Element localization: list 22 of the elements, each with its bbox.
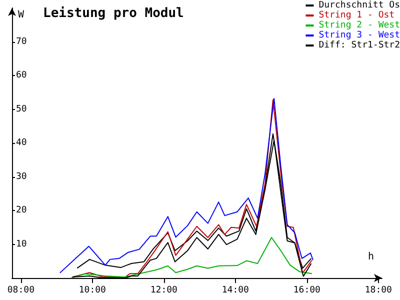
x-tick-label: 16:00 (293, 286, 320, 296)
y-tick-label: 40 (16, 138, 27, 148)
legend-label: Durchschnitt Os (318, 0, 400, 10)
x-tick-label: 18:00 (364, 286, 392, 296)
y-tick-label: 50 (16, 104, 27, 114)
x-axis-title: h (368, 252, 374, 262)
y-tick-label: 70 (16, 36, 27, 47)
y-tick-label: 30 (16, 172, 27, 182)
legend-label: String 1 - Ost (318, 10, 395, 20)
legend-label: String 2 - West (318, 20, 400, 30)
x-tick-label: 10:00 (78, 286, 106, 296)
y-tick-label: 60 (16, 70, 27, 80)
line-series (70, 237, 312, 278)
y-tick-label: 10 (16, 239, 27, 250)
y-axis-title: W (18, 10, 25, 20)
x-tick-label: 08:00 (7, 286, 34, 296)
legend-label: String 3 - West (318, 30, 400, 40)
x-tick-label: 12:00 (150, 286, 178, 296)
x-tick-label: 14:00 (222, 286, 249, 296)
chart-title: Leistung pro Modul (43, 6, 184, 21)
y-tick-label: 20 (16, 206, 27, 216)
legend-label: Diff: Str1-Str2 (318, 40, 400, 50)
